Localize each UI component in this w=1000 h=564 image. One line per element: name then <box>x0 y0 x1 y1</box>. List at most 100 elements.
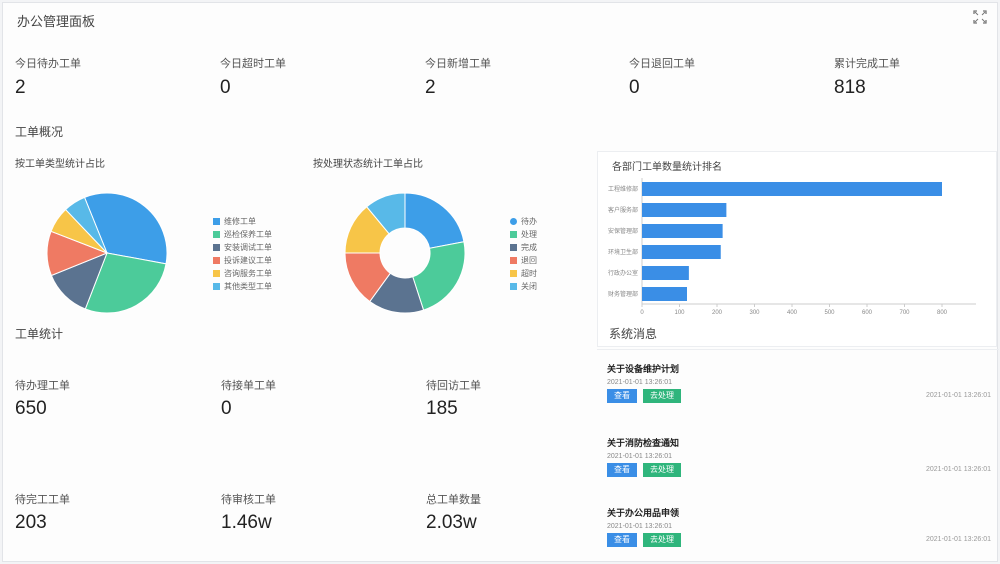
bar <box>642 224 723 238</box>
metric-revisit: 待回访工单 185 <box>426 377 481 420</box>
pie-slice <box>64 196 108 254</box>
pie-slice <box>83 192 168 265</box>
legend-label: 投诉建议工单 <box>224 256 272 265</box>
legend-swatch <box>510 283 517 290</box>
page-title: 办公管理面板 <box>17 14 96 29</box>
x-tick-label: 300 <box>749 310 760 316</box>
metric-value: 650 <box>15 398 47 419</box>
bar <box>642 287 687 301</box>
legend-swatch <box>510 244 517 251</box>
notice-title: 关于设备维护计划 <box>607 364 680 374</box>
pie-slice <box>412 241 466 311</box>
section-title-workorder: 工单概况 <box>15 125 64 139</box>
kpi-label: 今日新增工单 <box>425 58 491 70</box>
bar-category-label: 工程维修部 <box>608 185 638 193</box>
notice-item: 关于设备维护计划 2021-01-01 13:26:01 查看 去处理 <box>607 362 681 403</box>
bar-category-label: 客户服务部 <box>608 206 638 214</box>
donut-chart <box>344 192 466 314</box>
notice-subtitle: 2021-01-01 13:26:01 <box>607 453 672 460</box>
legend-label: 处理 <box>521 230 537 239</box>
view-button[interactable]: 查看 <box>607 533 637 547</box>
notice-title: 关于办公用品申领 <box>607 508 680 518</box>
kpi-returned: 今日退回工单 0 <box>629 55 695 99</box>
legend-swatch <box>213 283 220 290</box>
legend-label: 退回 <box>521 256 537 265</box>
legend-item: 维修工单 <box>213 215 272 228</box>
bar-category-label: 环境卫生部 <box>608 248 638 256</box>
pie-chart-title: 按工单类型统计占比 <box>15 159 105 170</box>
notice-time: 2021-01-01 13:26:01 <box>926 466 991 473</box>
view-button[interactable]: 查看 <box>607 389 637 403</box>
legend-swatch <box>510 270 517 277</box>
pie-slice <box>84 252 167 314</box>
x-tick-label: 200 <box>712 310 723 316</box>
notice-item: 关于办公用品申领 2021-01-01 13:26:01 查看 去处理 <box>607 506 681 547</box>
section-title-notices: 系统消息 <box>609 327 658 341</box>
metric-value: 203 <box>15 512 47 533</box>
metric-finish: 待完工工单 203 <box>15 491 70 534</box>
bar <box>642 245 721 259</box>
donut-chart-title: 按处理状态统计工单占比 <box>313 159 423 170</box>
x-tick-label: 500 <box>824 310 835 316</box>
x-tick-label: 400 <box>787 310 798 316</box>
bar-category-label: 安保管理部 <box>608 227 638 235</box>
kpi-label: 今日超时工单 <box>220 58 286 70</box>
legend-label: 完成 <box>521 243 537 252</box>
kpi-pending: 今日待办工单 2 <box>15 55 81 99</box>
donut-legend: 待办 处理 完成 退回 超时 关闭 <box>510 215 537 293</box>
x-tick-label: 600 <box>862 310 873 316</box>
bar <box>642 182 942 196</box>
metric-audit: 待审核工单 1.46w <box>221 491 276 534</box>
notice-list: 关于设备维护计划 2021-01-01 13:26:01 查看 去处理 2021… <box>597 349 999 563</box>
legend-swatch <box>510 231 517 238</box>
view-button[interactable]: 查看 <box>607 463 637 477</box>
kpi-completed: 累计完成工单 818 <box>834 55 900 99</box>
notice-item: 关于消防检查通知 2021-01-01 13:26:01 查看 去处理 <box>607 436 681 477</box>
handle-button[interactable]: 去处理 <box>643 389 681 403</box>
x-tick-label: 800 <box>937 310 948 316</box>
legend-label: 咨询服务工单 <box>224 269 272 278</box>
notice-subtitle: 2021-01-01 13:26:01 <box>607 379 672 386</box>
legend-item: 巡检保养工单 <box>213 228 272 241</box>
handle-button[interactable]: 去处理 <box>643 463 681 477</box>
x-tick-label: 100 <box>674 310 685 316</box>
legend-swatch <box>510 218 517 225</box>
fullscreen-icon[interactable] <box>973 10 987 24</box>
notice-time: 2021-01-01 13:26:01 <box>926 536 991 543</box>
legend-swatch <box>213 244 220 251</box>
legend-item: 咨询服务工单 <box>213 267 272 280</box>
legend-item: 投诉建议工单 <box>213 254 272 267</box>
notice-title: 关于消防检查通知 <box>607 438 680 448</box>
legend-item: 超时 <box>510 267 537 280</box>
metric-label: 待办理工单 <box>15 380 70 392</box>
legend-label: 待办 <box>521 217 537 226</box>
x-tick-label: 700 <box>899 310 910 316</box>
kpi-label: 今日待办工单 <box>15 58 81 70</box>
legend-item: 完成 <box>510 241 537 254</box>
pie-slice <box>366 192 406 235</box>
kpi-value: 0 <box>629 77 640 98</box>
metric-value: 2.03w <box>426 512 477 533</box>
metric-total: 总工单数量 2.03w <box>426 491 481 534</box>
legend-label: 维修工单 <box>224 217 256 226</box>
metric-value: 1.46w <box>221 512 272 533</box>
handle-button[interactable]: 去处理 <box>643 533 681 547</box>
metric-label: 待接单工单 <box>221 380 276 392</box>
bar-category-label: 财务管理部 <box>608 290 638 298</box>
metric-accept: 待接单工单 0 <box>221 377 276 420</box>
legend-item: 其他类型工单 <box>213 280 272 293</box>
kpi-new: 今日新增工单 2 <box>425 55 491 99</box>
metric-label: 待审核工单 <box>221 494 276 506</box>
legend-label: 巡检保养工单 <box>224 230 272 239</box>
legend-item: 待办 <box>510 215 537 228</box>
legend-label: 安装调试工单 <box>224 243 272 252</box>
pie-chart <box>46 192 168 314</box>
kpi-value: 2 <box>425 77 436 98</box>
legend-item: 关闭 <box>510 280 537 293</box>
notice-subtitle: 2021-01-01 13:26:01 <box>607 523 672 530</box>
legend-item: 处理 <box>510 228 537 241</box>
pie-legend: 维修工单 巡检保养工单 安装调试工单 投诉建议工单 咨询服务工单 其他类型工单 <box>213 215 272 293</box>
kpi-label: 累计完成工单 <box>834 58 900 70</box>
legend-swatch <box>510 257 517 264</box>
